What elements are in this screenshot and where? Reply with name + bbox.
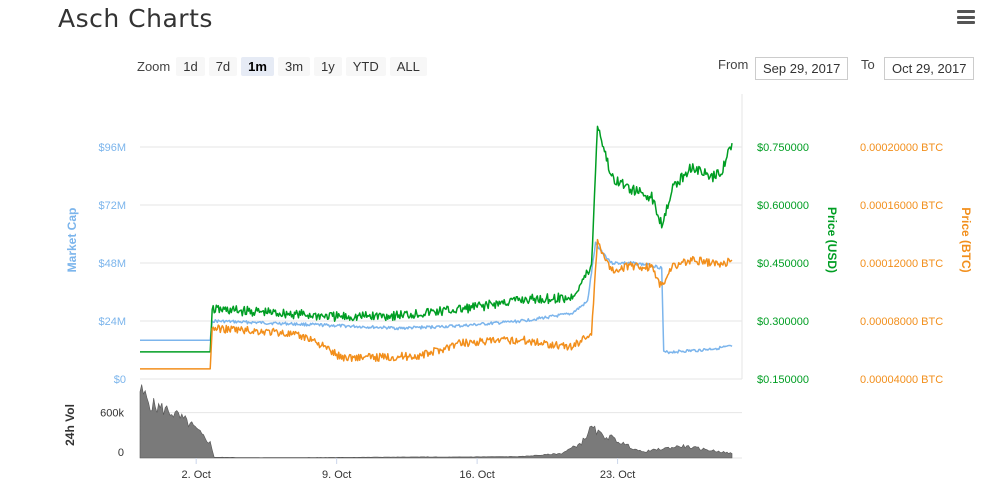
price-btc-tick-label: 0.00020000 BTC	[860, 142, 943, 154]
series-line-price-btc-	[140, 238, 733, 370]
to-label: To	[861, 57, 875, 72]
series-line-market-cap	[140, 241, 733, 355]
price-usd-axis-label: Price (USD)	[825, 207, 839, 273]
page-title: Asch Charts	[58, 4, 213, 33]
market-cap-tick-label: $24M	[98, 316, 126, 328]
zoom-button-1d[interactable]: 1d	[176, 57, 205, 76]
price-btc-tick-label: 0.00016000 BTC	[860, 200, 943, 212]
market-cap-tick-label: $0	[114, 374, 126, 386]
price-usd-tick-label: $0.450000	[757, 258, 809, 270]
x-tick-label: 23. Oct	[600, 469, 635, 481]
zoom-button-7d[interactable]: 7d	[208, 57, 238, 76]
price-btc-tick-label: 0.00008000 BTC	[860, 316, 943, 328]
x-tick-label: 16. Oct	[459, 469, 494, 481]
volume-axis-label: 24h Vol	[63, 404, 77, 446]
from-label: From	[718, 57, 749, 72]
volume-area	[139, 384, 733, 459]
price-btc-tick-label: 0.00012000 BTC	[860, 258, 943, 270]
x-tick-label: 2. Oct	[182, 469, 211, 481]
zoom-button-1y[interactable]: 1y	[314, 57, 342, 76]
x-tick-label: 9. Oct	[322, 469, 351, 481]
series-line-price-usd-	[140, 125, 733, 353]
price-btc-axis-label: Price (BTC)	[959, 207, 973, 272]
from-date-input[interactable]: Sep 29, 2017	[755, 57, 849, 80]
market-cap-axis-label: Market Cap	[65, 208, 79, 273]
to-date-input[interactable]: Oct 29, 2017	[884, 57, 975, 80]
market-cap-tick-label: $72M	[98, 200, 126, 212]
zoom-button-3m[interactable]: 3m	[277, 57, 311, 76]
price-usd-tick-label: $0.600000	[757, 200, 809, 212]
zoom-selector: Zoom 1d 7d 1m 3m 1y YTD ALL	[137, 57, 431, 76]
price-usd-tick-label: $0.300000	[757, 316, 809, 328]
zoom-button-all[interactable]: ALL	[389, 57, 427, 76]
market-cap-tick-label: $48M	[98, 258, 126, 270]
volume-tick-label: 600k	[100, 408, 124, 420]
zoom-button-1m[interactable]: 1m	[241, 57, 274, 76]
price-btc-tick-label: 0.00004000 BTC	[860, 374, 943, 386]
zoom-label: Zoom	[137, 59, 171, 74]
hamburger-menu-icon[interactable]	[957, 10, 975, 24]
price-usd-tick-label: $0.150000	[757, 374, 809, 386]
market-cap-tick-label: $96M	[98, 142, 126, 154]
volume-tick-label: 0	[118, 447, 124, 459]
zoom-button-ytd[interactable]: YTD	[345, 57, 386, 76]
price-usd-tick-label: $0.750000	[757, 142, 809, 154]
